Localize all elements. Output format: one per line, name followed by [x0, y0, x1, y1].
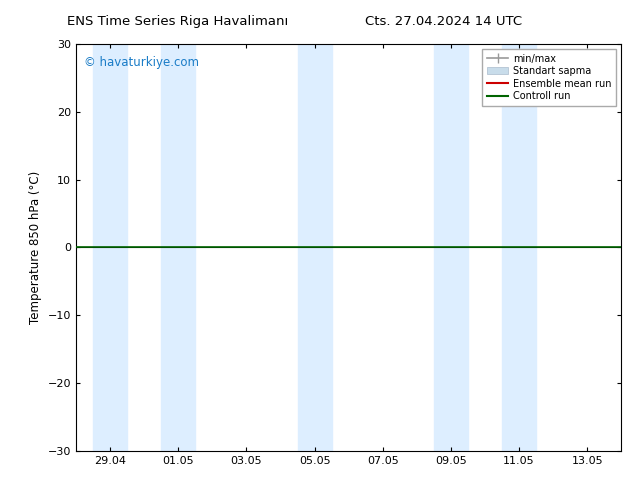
Text: © havaturkiye.com: © havaturkiye.com	[84, 56, 199, 69]
Text: Cts. 27.04.2024 14 UTC: Cts. 27.04.2024 14 UTC	[365, 15, 522, 28]
Y-axis label: Temperature 850 hPa (°C): Temperature 850 hPa (°C)	[29, 171, 42, 324]
Bar	[161, 44, 195, 451]
Bar	[502, 44, 536, 451]
Legend: min/max, Standart sapma, Ensemble mean run, Controll run: min/max, Standart sapma, Ensemble mean r…	[482, 49, 616, 106]
Bar	[93, 44, 127, 451]
Text: ENS Time Series Riga Havalimanı: ENS Time Series Riga Havalimanı	[67, 15, 288, 28]
Bar	[297, 44, 332, 451]
Bar	[434, 44, 468, 451]
